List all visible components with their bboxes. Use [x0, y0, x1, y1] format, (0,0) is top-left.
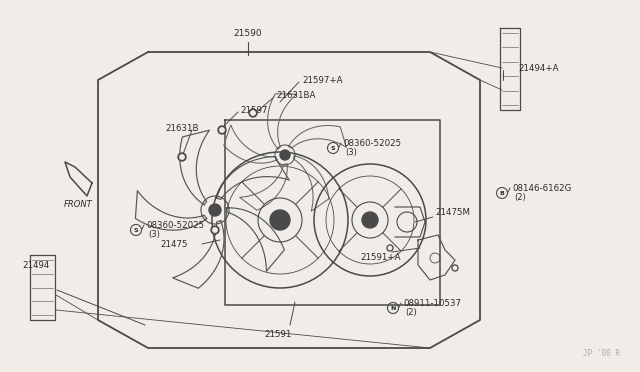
Text: 21475: 21475	[160, 240, 188, 248]
Text: 08360-52025: 08360-52025	[343, 138, 401, 148]
Text: 08360-52025: 08360-52025	[146, 221, 204, 230]
Circle shape	[270, 210, 290, 230]
Text: (2): (2)	[514, 192, 525, 202]
Circle shape	[388, 246, 392, 250]
Circle shape	[178, 153, 186, 161]
Circle shape	[209, 204, 221, 216]
Circle shape	[220, 128, 224, 132]
Circle shape	[453, 266, 457, 270]
Text: FRONT: FRONT	[63, 200, 92, 209]
Text: S: S	[331, 145, 335, 151]
Circle shape	[251, 111, 255, 115]
Circle shape	[212, 228, 217, 232]
Text: N: N	[390, 305, 396, 311]
Text: 08146-6162G: 08146-6162G	[512, 183, 572, 192]
Text: S: S	[134, 228, 138, 232]
Circle shape	[211, 226, 219, 234]
Text: 21494+A: 21494+A	[518, 64, 559, 73]
Circle shape	[280, 150, 290, 160]
Circle shape	[249, 109, 257, 117]
Text: (3): (3)	[345, 148, 357, 157]
Text: 21631B: 21631B	[165, 124, 198, 132]
Text: (3): (3)	[148, 230, 160, 238]
Text: 21590: 21590	[234, 29, 262, 38]
Text: 21475M: 21475M	[435, 208, 470, 217]
Circle shape	[362, 212, 378, 228]
Circle shape	[387, 245, 393, 251]
Circle shape	[218, 126, 226, 134]
Text: 08911-10537: 08911-10537	[403, 298, 461, 308]
Text: 21631BA: 21631BA	[276, 90, 316, 99]
Text: 21597+A: 21597+A	[302, 76, 342, 84]
Circle shape	[452, 265, 458, 271]
Text: 21591+A: 21591+A	[360, 253, 401, 263]
Text: 21494: 21494	[22, 260, 49, 269]
Text: 21591: 21591	[264, 330, 292, 339]
Text: (2): (2)	[405, 308, 417, 317]
Circle shape	[180, 155, 184, 159]
Text: 21597: 21597	[240, 106, 268, 115]
Text: JP '00 R: JP '00 R	[583, 349, 620, 358]
Text: B: B	[500, 190, 504, 196]
